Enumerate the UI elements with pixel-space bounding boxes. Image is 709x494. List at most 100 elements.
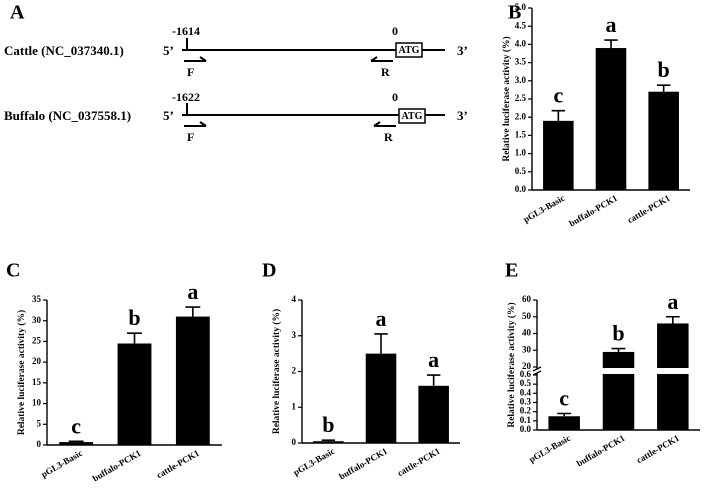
x-tick-label: buffalo-PCK1 bbox=[567, 193, 619, 229]
y-tick-label: 0 bbox=[292, 437, 297, 447]
bar bbox=[418, 385, 449, 443]
bar bbox=[175, 316, 210, 445]
x-tick-label: buffalo-PCK1 bbox=[91, 448, 143, 484]
significance-letter: b bbox=[658, 57, 670, 82]
error-bar bbox=[551, 109, 566, 121]
error-bar bbox=[557, 412, 572, 417]
y-tick-label: 2.0 bbox=[515, 111, 527, 121]
panel: D Relative luciferase activity (%) 0 1 2 3 4 bp… bbox=[262, 260, 460, 482]
y-tick-label: 40 bbox=[522, 328, 532, 338]
atg-box bbox=[395, 42, 423, 58]
significance-letter: c bbox=[71, 413, 81, 438]
bar bbox=[117, 343, 152, 445]
five-prime: 5’ bbox=[163, 108, 174, 123]
error-bar bbox=[321, 439, 336, 442]
error-bar bbox=[426, 374, 441, 386]
y-tick-label: 2.5 bbox=[515, 93, 527, 103]
y-tick-label: 50 bbox=[522, 311, 532, 321]
reverse-label: R bbox=[381, 65, 390, 79]
bar bbox=[548, 416, 580, 430]
error-bar bbox=[656, 84, 671, 92]
panel-label: E bbox=[505, 260, 518, 282]
y-tick-label: 30 bbox=[522, 344, 532, 354]
reverse-label: R bbox=[384, 130, 393, 144]
y-tick-label: 15 bbox=[32, 377, 42, 387]
panel: B Relative luciferase activity (%) 0.0 0.5 1… bbox=[501, 2, 690, 229]
y-tick-label: 0.2 bbox=[520, 406, 532, 416]
atg-label: ATG bbox=[402, 111, 423, 122]
forward-label: F bbox=[187, 65, 194, 79]
reverse-arrow bbox=[370, 56, 393, 62]
panel-label: A bbox=[10, 2, 25, 24]
y-tick-label: 4.0 bbox=[515, 38, 527, 48]
forward-arrow bbox=[184, 121, 207, 127]
y-tick-label: 35 bbox=[32, 294, 42, 304]
bar bbox=[602, 351, 635, 430]
y-axis-title: Relative luciferase activity (%) bbox=[16, 310, 27, 435]
y-tick-label: 1 bbox=[292, 401, 297, 411]
panel-label: C bbox=[6, 260, 20, 282]
y-tick-label: 0.0 bbox=[515, 184, 527, 194]
x-tick-label: pGL3-Basic bbox=[527, 433, 572, 465]
significance-letter: b bbox=[322, 412, 334, 437]
y-tick-label: 25 bbox=[32, 335, 42, 345]
significance-letter: a bbox=[606, 12, 617, 37]
start-position: -1614 bbox=[172, 24, 200, 38]
zero-position: 0 bbox=[392, 90, 398, 104]
x-tick-label: buffalo-PCK1 bbox=[337, 446, 389, 482]
y-tick-label: 3.0 bbox=[515, 75, 527, 85]
zero-position: 0 bbox=[392, 24, 398, 38]
significance-letter: b bbox=[128, 305, 140, 330]
three-prime: 3’ bbox=[457, 108, 468, 123]
axis-break-gap bbox=[536, 368, 700, 374]
y-tick-label: 0.4 bbox=[520, 387, 532, 397]
panel-label: D bbox=[262, 260, 276, 282]
y-tick-label: 0.6 bbox=[520, 369, 532, 379]
y-tick-label: 5.0 bbox=[515, 2, 527, 12]
start-position: -1622 bbox=[172, 90, 200, 104]
y-tick-label: 0 bbox=[37, 439, 42, 449]
y-tick-label: 0.0 bbox=[520, 424, 532, 434]
bar bbox=[59, 442, 94, 445]
reverse-arrow bbox=[373, 121, 396, 127]
x-tick-label: pGL3-Basic bbox=[522, 193, 567, 225]
error-bar bbox=[68, 440, 84, 443]
y-tick-label: 3.5 bbox=[515, 57, 527, 67]
significance-letter: a bbox=[667, 289, 678, 314]
bar bbox=[365, 353, 397, 443]
y-tick-label: 1.5 bbox=[515, 129, 527, 139]
bar bbox=[543, 120, 574, 190]
y-tick-label: 1.0 bbox=[515, 148, 527, 158]
y-tick-label: 2 bbox=[292, 366, 297, 376]
three-prime: 3’ bbox=[457, 43, 468, 58]
x-tick-label: cattle-PCK1 bbox=[396, 446, 443, 479]
y-tick-label: 0.3 bbox=[520, 397, 532, 407]
error-bar bbox=[374, 333, 388, 354]
five-prime: 5’ bbox=[163, 43, 174, 58]
bar bbox=[648, 91, 679, 190]
x-tick-label: cattle-PCK1 bbox=[626, 193, 673, 226]
y-axis-title: Relative luciferase activity (%) bbox=[506, 302, 517, 427]
y-tick-label: 4 bbox=[292, 294, 297, 304]
error-bar bbox=[185, 306, 201, 317]
panel: C Relative luciferase activity (%) 0 5 10 15 2… bbox=[6, 260, 222, 484]
y-tick-label: 30 bbox=[32, 315, 42, 325]
error-bar bbox=[127, 332, 142, 344]
x-tick-label: cattle-PCK1 bbox=[635, 433, 682, 466]
x-tick-label: buffalo-PCK1 bbox=[575, 433, 627, 469]
error-bar bbox=[611, 347, 626, 352]
y-tick-label: 4.5 bbox=[515, 20, 527, 30]
x-tick-label: pGL3-Basic bbox=[39, 448, 84, 480]
y-tick-label: 0.1 bbox=[520, 415, 532, 425]
significance-letter: a bbox=[428, 347, 439, 372]
significance-letter: a bbox=[376, 306, 387, 331]
significance-letter: a bbox=[187, 279, 198, 304]
y-tick-label: 20 bbox=[522, 361, 532, 371]
axis-break-mark bbox=[532, 366, 542, 376]
error-bar bbox=[665, 315, 680, 324]
bar bbox=[657, 323, 689, 430]
significance-letter: c bbox=[553, 83, 563, 108]
panel-a: A Cattle (NC_037340.1) 5’ -1614 0 ATG 3’… bbox=[4, 2, 468, 144]
y-axis-title: Relative luciferase activity (%) bbox=[501, 36, 512, 161]
bar bbox=[595, 48, 627, 190]
